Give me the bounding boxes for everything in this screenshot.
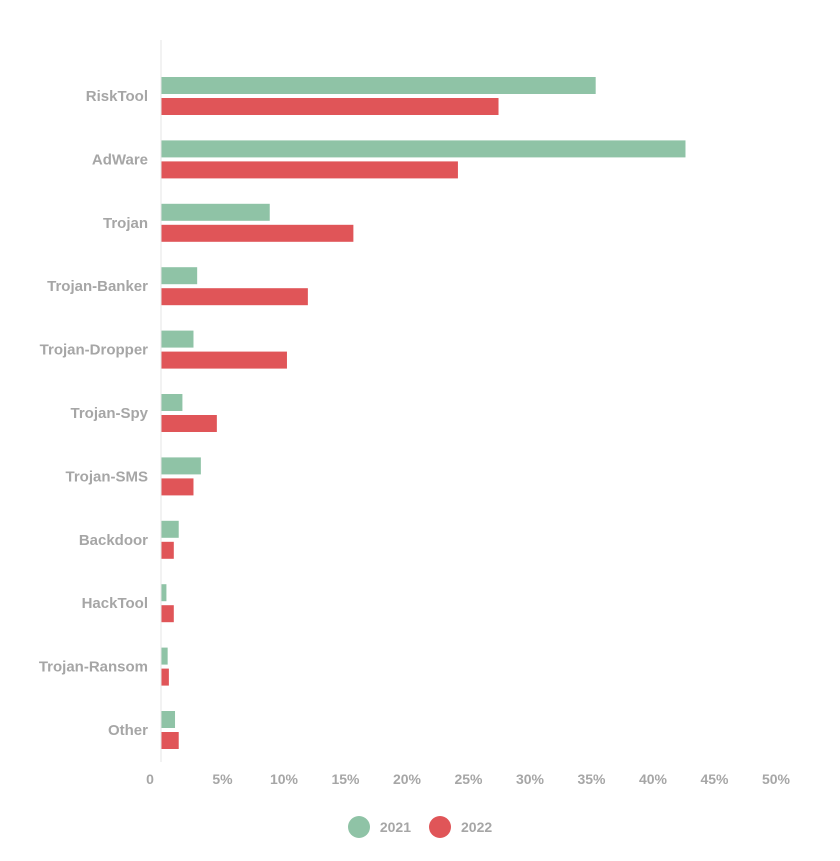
bar-chart: RiskTool AdWare Trojan Trojan-Banker Trojan-… <box>39 40 791 787</box>
x-tick-label: 25% <box>454 771 483 787</box>
bar-hacktool-2022[interactable] <box>161 605 174 623</box>
legend-label-2021: 2021 <box>379 819 411 835</box>
bar-hacktool-2021[interactable] <box>161 584 167 602</box>
x-tick-label: 50% <box>762 771 791 787</box>
x-tick-label: 30% <box>516 771 545 787</box>
bar-other-2022[interactable] <box>161 732 179 749</box>
bar-adware-2022[interactable] <box>161 161 458 179</box>
category-label-risktool: RiskTool <box>86 88 148 105</box>
category-label-trojan-ransom: Trojan-Ransom <box>39 659 148 676</box>
bar-trojan-banker-2022[interactable] <box>161 288 308 306</box>
bars-group <box>161 77 686 749</box>
bar-risktool-2022[interactable] <box>161 98 499 115</box>
x-tick-labels: 0 5% 10% 15% 20% 25% 30% 35% 40% 45% 50% <box>146 771 790 787</box>
bar-trojan-2022[interactable] <box>161 224 354 242</box>
x-tick-label: 40% <box>639 771 668 787</box>
bar-trojan-spy-2022[interactable] <box>161 415 217 432</box>
legend-label-2022: 2022 <box>461 819 493 835</box>
category-label-other: Other <box>108 722 148 739</box>
x-tick-label: 45% <box>700 771 729 787</box>
bar-trojan-banker-2021[interactable] <box>161 267 198 285</box>
bar-trojan-sms-2021[interactable] <box>161 457 201 475</box>
category-label-adware: AdWare <box>92 151 148 168</box>
bar-backdoor-2022[interactable] <box>161 541 174 559</box>
x-tick-label: 0 <box>146 771 154 787</box>
legend-swatch-2022 <box>429 816 451 838</box>
category-label-trojan-banker: Trojan-Banker <box>47 278 148 295</box>
bar-trojan-dropper-2021[interactable] <box>161 330 194 348</box>
category-label-trojan: Trojan <box>103 215 148 232</box>
bar-trojan-dropper-2022[interactable] <box>161 351 287 369</box>
legend-swatch-2021 <box>347 816 370 838</box>
category-labels: RiskTool AdWare Trojan Trojan-Banker Trojan-… <box>39 88 149 739</box>
bar-trojan-ransom-2021[interactable] <box>161 647 168 665</box>
category-label-trojan-sms: Trojan-SMS <box>65 468 148 485</box>
x-tick-label: 15% <box>331 771 360 787</box>
x-tick-label: 35% <box>577 771 606 787</box>
bar-trojan-spy-2021[interactable] <box>161 394 183 411</box>
bar-other-2021[interactable] <box>161 711 176 728</box>
x-tick-label: 20% <box>393 771 422 787</box>
category-label-trojan-spy: Trojan-Spy <box>70 405 148 422</box>
x-tick-label: 5% <box>212 771 233 787</box>
legend-item-2021[interactable]: 2021 <box>347 816 411 838</box>
bar-trojan-sms-2022[interactable] <box>161 478 194 496</box>
legend: 2021 2022 <box>0 816 840 838</box>
category-label-hacktool: HackTool <box>82 595 148 612</box>
category-label-backdoor: Backdoor <box>79 532 148 549</box>
bar-adware-2021[interactable] <box>161 140 686 158</box>
bar-risktool-2021[interactable] <box>161 77 596 94</box>
bar-trojan-2021[interactable] <box>161 203 270 221</box>
bar-trojan-ransom-2022[interactable] <box>161 668 169 686</box>
legend-item-2022[interactable]: 2022 <box>429 816 492 838</box>
category-label-trojan-dropper: Trojan-Dropper <box>40 342 149 359</box>
bar-backdoor-2021[interactable] <box>161 520 179 538</box>
x-tick-label: 10% <box>270 771 299 787</box>
